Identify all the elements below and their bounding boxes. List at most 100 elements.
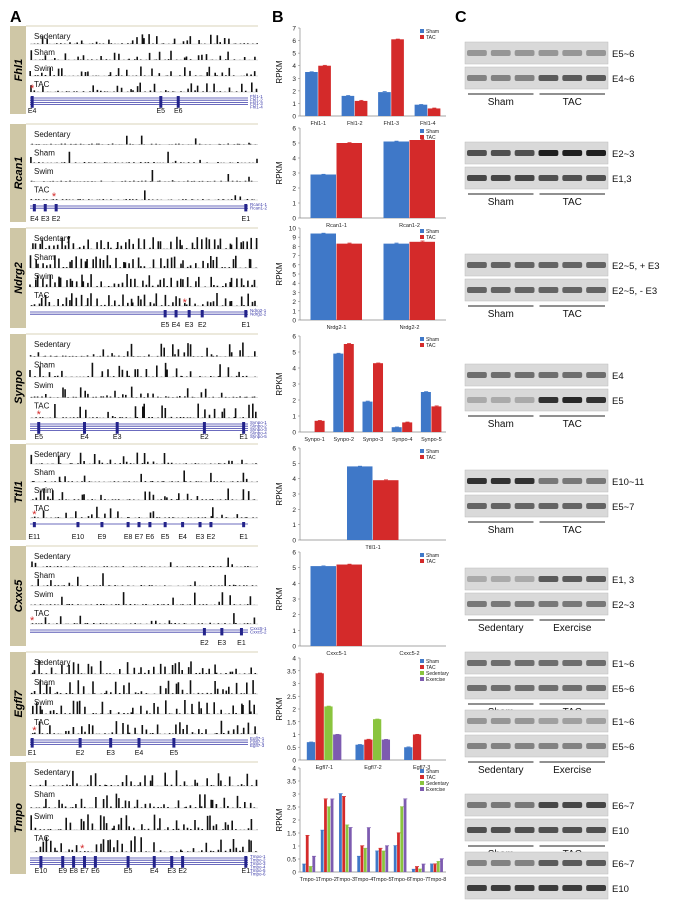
band [490,262,511,268]
group-label: TAC [563,525,582,536]
gel-strip [464,676,609,700]
track-label: Sedentary [34,234,70,243]
exon-label: E5 [170,750,179,757]
track-group-tmpo: Tmpo Sedentary Sham Swim TAC E10 E9 E8 E7 E6 E5 E4 E… [10,761,266,877]
band [514,576,535,582]
bar-synpo-1-tac [314,420,325,432]
bar-tmpo-6-sham [393,846,397,872]
exon-block [244,204,248,212]
track-group-cxxc5: Cxxc5 Sedentary Sham Swim TAC E2 E3 E1 Cxxc5-1Cx… [10,545,267,647]
gel-strip [464,709,609,733]
band [490,287,511,293]
y-tick-label: 1 [292,414,296,421]
bar-tmpo-4-sham [357,856,361,872]
band-label: E10 [612,884,629,895]
track-label: Swim [34,381,54,390]
legend-swatch [420,787,424,791]
y-tick-label: 6 [292,126,296,133]
band [562,175,583,181]
bar-synpo-5-sham [420,392,431,432]
band [538,718,559,724]
exon-label: E9 [58,868,67,875]
exon-block [32,522,36,528]
coverage-peaks [30,50,256,60]
category-label: Tmpo-2 [318,877,337,883]
exon-label: E5 [161,534,170,541]
bar-egfl7-2-exercise [381,739,391,760]
track-label: Sham [34,468,55,477]
exon-label: E1 [239,434,248,441]
track-label: TAC [34,80,50,89]
exon-label: E1 [28,750,37,757]
exon-label: E6 [91,868,100,875]
track-label: Sedentary [34,768,70,777]
asterisk-marker: * [80,843,85,855]
category-label: Egfl7-3 [413,765,430,771]
exon-block [202,422,206,434]
track-label: Swim [34,64,54,73]
gene-label: Egfl7 [13,690,25,718]
band [514,397,535,403]
y-tick-label: 9 [292,235,296,242]
isoform-label: Egfl7-1 [250,736,265,741]
band [562,802,583,808]
bar-synpo-3-tac [373,363,384,432]
legend-swatch [420,343,424,347]
gene-label-box [10,762,26,874]
band [514,660,535,666]
band-label: E2~3 [612,149,634,160]
asterisk-marker: * [32,725,37,737]
bar-rcan1-1-tac [336,143,362,218]
exon-block [148,522,152,528]
bar-tmpo-8-sedentary [436,861,440,872]
exon-block [54,204,58,212]
legend-label: TAC [426,665,436,671]
band [586,601,606,607]
group-label: TAC [563,309,582,320]
y-tick-label: 4 [292,766,296,773]
band [490,150,511,156]
exon-label: E4 [80,434,89,441]
band [490,718,511,724]
category-label: Tmpo-6 [391,877,410,883]
bar-tmpo-3-tac [342,796,346,872]
y-tick-label: 2.5 [287,805,296,812]
gel-strip [464,278,609,302]
band [586,175,606,181]
bar-fhl1-4-tac [427,108,441,116]
band-label: E5~7 [612,502,634,513]
track-label: Swim [34,698,54,707]
bar-tmpo-3-exercise [348,827,352,872]
y-tick-label: 6 [292,550,296,557]
coverage-peaks [30,386,256,398]
bar-tmpo-1-sham [302,864,306,872]
chart-egfl7: 0 0.5 1 1.5 2 2.5 3 3.5 4 RPKM Egfl7-1 Egfl7-2 Egfl7… [275,656,449,772]
panel-label-a: A [10,9,22,26]
bar-rcan1-1-sham [310,174,336,218]
isoform-label: Fhl1-1 [250,94,263,99]
bar-egfl7-2-sham [355,744,364,760]
bar-egfl7-1-exercise [333,734,342,760]
band [467,743,487,749]
isoform-label: Tmpo-6 [250,872,266,877]
gel-strip [464,851,609,875]
isoform-label: Synpo-1 [250,420,267,425]
gel-1: E5~6 E4~6 Sham TAC [464,41,634,108]
gel-strip [464,793,609,817]
category-label: Fhl1-1 [310,121,326,127]
group-label: Sedentary [478,623,524,634]
bar-egfl7-1-sedentary [324,706,333,760]
band [538,397,559,403]
legend-swatch [420,659,424,663]
bar-nrdg2-1-tac [336,243,362,320]
category-label: Synpo-3 [363,437,384,443]
gel-strip [464,469,609,493]
bar-tmpo-1-sedentary [309,866,312,872]
coverage-peaks [31,557,258,567]
y-tick-label: 7 [292,26,296,33]
category-label: Ttll1-1 [365,545,380,551]
coverage-peaks [30,293,256,306]
track-label: TAC [34,834,50,843]
